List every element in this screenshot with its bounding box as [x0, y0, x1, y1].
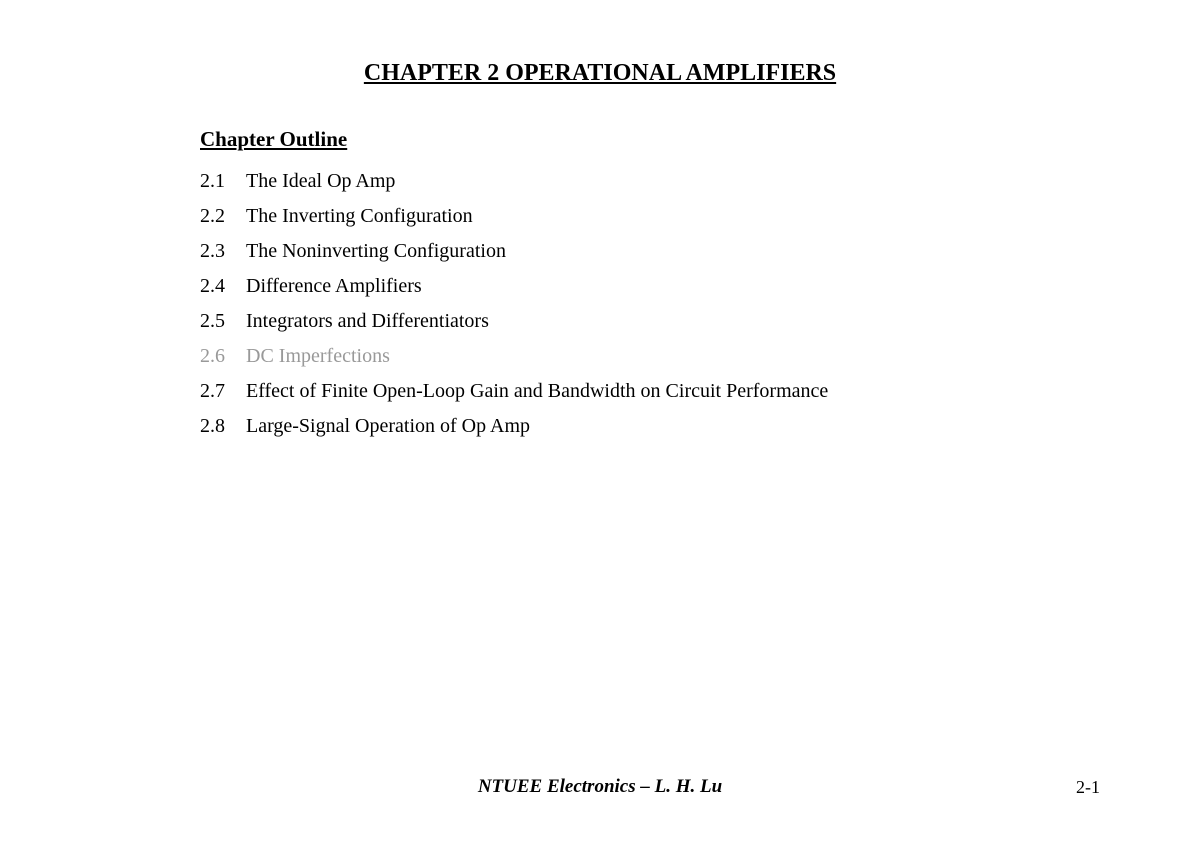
outline-item: 2.6 DC Imperfections: [200, 339, 1100, 374]
outline-text: Integrators and Differentiators: [246, 304, 489, 339]
outline-item: 2.2 The Inverting Configuration: [200, 199, 1100, 234]
chapter-title: CHAPTER 2 OPERATIONAL AMPLIFIERS: [100, 60, 1100, 87]
outline-number: 2.3: [200, 234, 246, 269]
outline-number: 2.7: [200, 374, 246, 409]
outline-item: 2.5 Integrators and Differentiators: [200, 304, 1100, 339]
outline-number: 2.1: [200, 164, 246, 199]
outline-number: 2.4: [200, 269, 246, 304]
outline-text: DC Imperfections: [246, 339, 390, 374]
outline-text: The Noninverting Configuration: [246, 234, 506, 269]
outline-item: 2.3 The Noninverting Configuration: [200, 234, 1100, 269]
outline-text: Difference Amplifiers: [246, 269, 422, 304]
outline-text: Large-Signal Operation of Op Amp: [246, 409, 530, 444]
outline-text: The Inverting Configuration: [246, 199, 473, 234]
outline-list: 2.1 The Ideal Op Amp 2.2 The Inverting C…: [200, 164, 1100, 444]
outline-item: 2.7 Effect of Finite Open-Loop Gain and …: [200, 374, 1100, 409]
outline-number: 2.2: [200, 199, 246, 234]
page-number: 2-1: [1076, 777, 1100, 798]
outline-heading: Chapter Outline: [200, 127, 1100, 152]
outline-text: Effect of Finite Open-Loop Gain and Band…: [246, 374, 828, 409]
outline-number: 2.5: [200, 304, 246, 339]
footer-text: NTUEE Electronics – L. H. Lu: [478, 776, 722, 798]
outline-text: The Ideal Op Amp: [246, 164, 395, 199]
outline-item: 2.4 Difference Amplifiers: [200, 269, 1100, 304]
outline-item: 2.8 Large-Signal Operation of Op Amp: [200, 409, 1100, 444]
outline-item: 2.1 The Ideal Op Amp: [200, 164, 1100, 199]
page-footer: NTUEE Electronics – L. H. Lu: [0, 776, 1200, 798]
outline-number: 2.8: [200, 409, 246, 444]
outline-number: 2.6: [200, 339, 246, 374]
